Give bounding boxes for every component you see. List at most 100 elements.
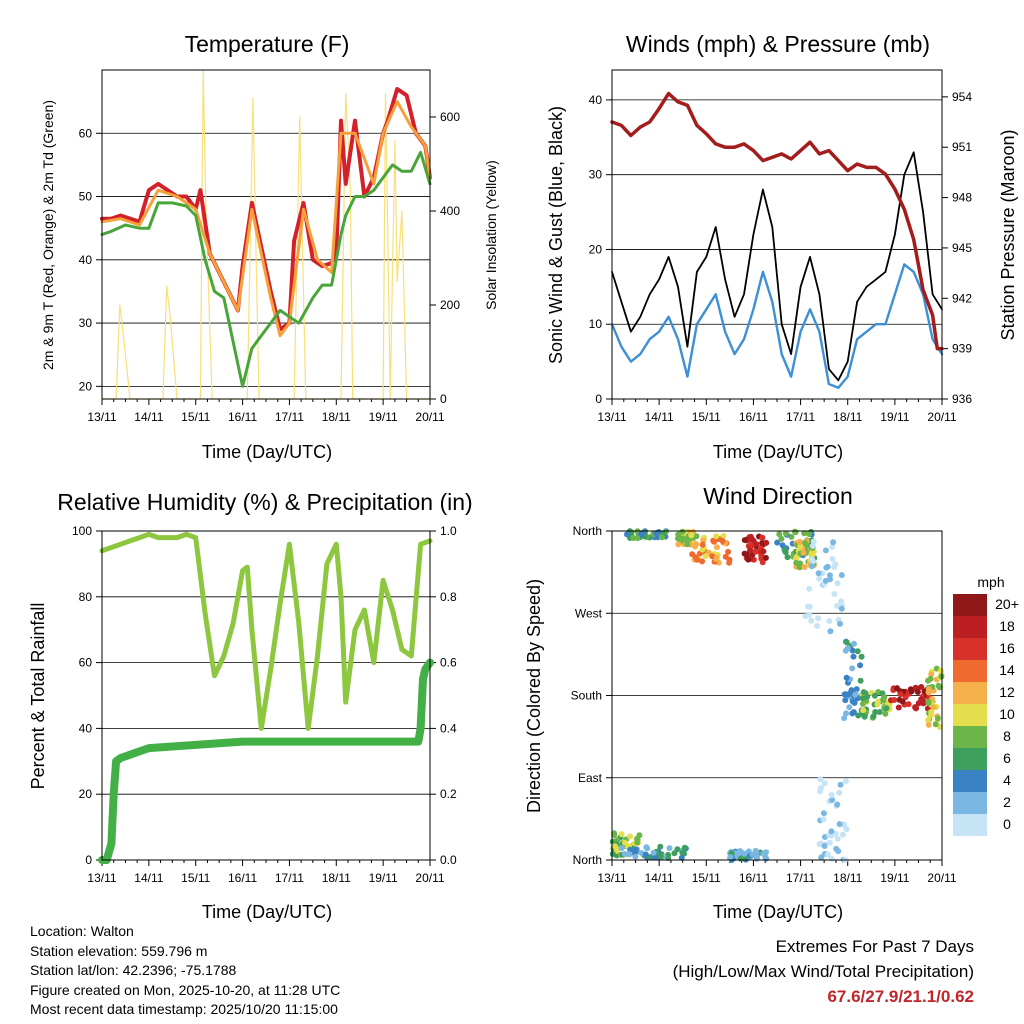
y-tick-label-right: 200 (440, 298, 460, 312)
x-tick-label: 15/11 (692, 871, 721, 885)
direction-point (839, 831, 846, 838)
x-tick-label: 13/11 (87, 410, 116, 424)
x-tick-label: 17/11 (275, 871, 304, 885)
station-elevation: Station elevation: 559.796 m (30, 942, 208, 959)
direction-point (800, 549, 807, 556)
direction-point (624, 531, 630, 538)
direction-point (760, 548, 767, 555)
direction-point (788, 533, 795, 540)
humidity-title: Relative Humidity (%) & Precipitation (i… (57, 489, 472, 515)
direction-point (851, 640, 857, 647)
legend-swatch (953, 704, 987, 726)
y-tick-label-left: 20 (79, 379, 93, 393)
direction-point (914, 689, 921, 695)
direction-ticks: 13/11 14/11 15/11 16/11 17/11 18/11 19/11 20/11… (571, 524, 957, 885)
direction-point (830, 539, 837, 546)
y-tick-label-left: 20 (589, 242, 603, 256)
direction-point (829, 556, 836, 562)
direction-point (814, 623, 821, 629)
temperature-ylabel-right: Solar Insolation (Yellow) (483, 160, 499, 310)
direction-point (837, 620, 843, 627)
legend-level-label: 12 (999, 684, 1015, 700)
direction-point (719, 538, 726, 544)
legend-swatch (953, 660, 987, 682)
direction-colorbar-legend: 20+ 18 16 14 12 10 8 6 4 2 0 (953, 594, 1019, 836)
direction-point (828, 855, 835, 862)
legend-swatch (953, 792, 987, 814)
humidity-ylabel-left: Percent & Total Rainfall (28, 603, 48, 790)
y-tick-label-right: 951 (952, 140, 972, 154)
x-tick-label: 13/11 (597, 871, 626, 885)
direction-point (763, 539, 770, 546)
direction-point (675, 531, 682, 538)
direction-point (838, 572, 845, 579)
x-tick-label: 15/11 (181, 871, 210, 885)
direction-point (843, 826, 850, 833)
y-tick-label-left: North (573, 524, 602, 538)
direction-point (630, 535, 637, 541)
direction-point (762, 554, 769, 561)
direction-point (834, 835, 841, 842)
direction-point (895, 704, 902, 711)
extremes-title: Extremes For Past 7 Days (775, 937, 974, 956)
direction-point (815, 615, 822, 622)
direction-point (618, 831, 625, 838)
x-tick-label: 15/11 (181, 410, 210, 424)
relative-humidity-line (99, 531, 433, 731)
direction-point (836, 821, 843, 828)
direction-point (808, 563, 815, 570)
y-tick-label-left: 80 (79, 590, 93, 604)
direction-point (860, 689, 867, 696)
direction-point (638, 531, 645, 537)
direction-point (925, 686, 932, 693)
temperature-plot-frame (101, 69, 431, 400)
direction-point (692, 543, 699, 550)
direction-point (842, 697, 849, 704)
direction-point (642, 851, 649, 858)
x-tick-label: 19/11 (880, 410, 909, 424)
direction-point (860, 707, 867, 714)
direction-point (822, 577, 829, 584)
direction-ylabel-left: Direction (Colored By Speed) (524, 579, 544, 813)
y-tick-label-right: 954 (952, 90, 972, 104)
direction-point (679, 528, 686, 535)
direction-point (874, 701, 881, 708)
direction-point (632, 848, 639, 855)
temperature-ticks: 13/11 14/11 15/11 16/11 17/11 18/11 19/11 20/11… (79, 110, 461, 424)
y-tick-label-left: North (573, 853, 602, 867)
direction-point (657, 843, 664, 850)
direction-point (632, 853, 639, 860)
y-tick-label-right: 0.4 (440, 721, 457, 735)
direction-point (675, 541, 682, 548)
direction-point (908, 688, 915, 695)
direction-point (846, 704, 853, 711)
direction-point (905, 701, 912, 708)
temperature-series (100, 69, 432, 400)
humidity-plot-frame (101, 530, 431, 861)
winds-xlabel: Time (Day/UTC) (713, 442, 843, 462)
direction-point (741, 850, 748, 857)
direction-point (894, 685, 900, 692)
direction-point (681, 844, 688, 851)
direction-point (826, 839, 833, 846)
direction-point (842, 778, 849, 785)
winds-ylabel-left: Sonic Wind & Gust (Blue, Black) (546, 106, 566, 364)
sonic-wind-line (610, 263, 944, 389)
direction-point (749, 851, 756, 858)
direction-point (883, 705, 890, 712)
solar-insolation-line (101, 69, 431, 400)
direction-point (934, 715, 941, 722)
y-tick-label-right: 942 (952, 291, 972, 305)
direction-plot-frame (611, 530, 943, 861)
x-tick-label: 17/11 (786, 871, 815, 885)
direction-point (852, 691, 859, 698)
direction-point (832, 561, 839, 568)
x-tick-label: 20/11 (415, 410, 444, 424)
winds-ticks: 13/11 14/11 15/11 16/11 17/11 18/11 19/11 20/11… (589, 90, 973, 424)
legend-swatch (953, 748, 987, 770)
direction-point (679, 849, 686, 856)
direction-point (702, 553, 709, 560)
direction-point (820, 816, 827, 823)
y-tick-label-left: 10 (589, 317, 603, 331)
